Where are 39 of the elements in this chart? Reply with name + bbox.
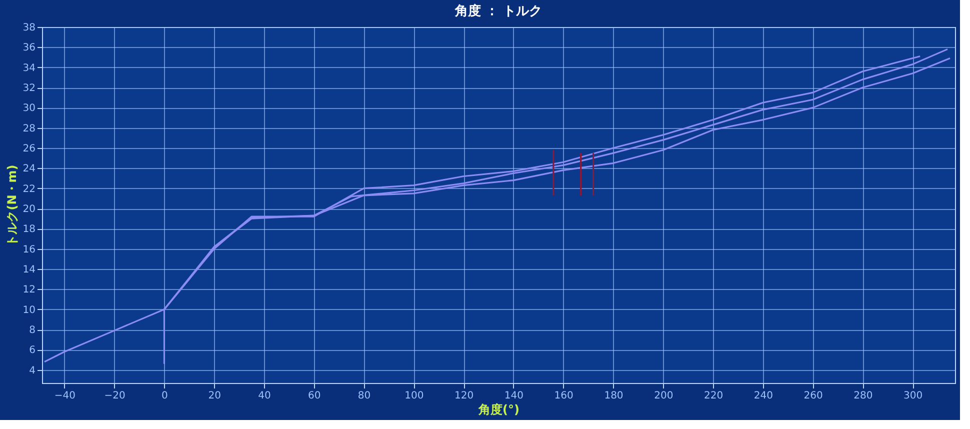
y-tick-label: 6	[29, 345, 36, 356]
x-tick-label: 180	[604, 390, 624, 402]
x-tick-label: −40	[54, 390, 76, 402]
x-tick-label: 260	[804, 390, 823, 402]
y-tick-label: 20	[22, 204, 36, 216]
y-tick-label: 34	[22, 62, 36, 74]
x-tick-label: 240	[754, 390, 773, 402]
y-tick-label: 38	[22, 22, 36, 34]
x-tick-label: 120	[454, 390, 474, 402]
x-tick-label: 20	[208, 390, 221, 402]
x-tick-label: 200	[654, 390, 674, 402]
x-axis-title: 角度(°)	[478, 402, 520, 416]
x-tick-label: 220	[704, 390, 724, 402]
y-tick-label: 4	[29, 365, 36, 376]
x-tick-label: 280	[854, 390, 873, 402]
x-tick-label: 160	[554, 390, 574, 402]
y-tick-label: 12	[22, 284, 36, 296]
x-tick-label: 40	[258, 390, 271, 402]
x-tick-label: −20	[104, 390, 126, 402]
x-tick-label: 100	[404, 390, 424, 402]
y-tick-label: 14	[22, 264, 36, 276]
y-tick-label: 36	[22, 42, 36, 54]
y-tick-label: 8	[29, 325, 36, 336]
x-tick-label: 80	[358, 390, 371, 402]
y-tick-label: 10	[22, 304, 36, 316]
y-tick-label: 26	[22, 144, 36, 155]
y-tick-label: 28	[22, 123, 36, 134]
y-tick-label: 18	[22, 224, 36, 236]
y-axis-title: トルク(N・m)	[4, 164, 19, 246]
x-tick-label: 300	[904, 390, 923, 402]
x-tick-label: 0	[162, 390, 168, 402]
y-tick-label: 16	[22, 244, 36, 256]
y-tick-label: 32	[22, 83, 36, 94]
chart-title: 角度 ： トルク	[454, 3, 542, 19]
y-tick-label: 22	[22, 184, 36, 195]
y-tick-label: 30	[22, 103, 36, 114]
x-tick-label: 140	[504, 390, 524, 402]
y-tick-label: 24	[22, 164, 36, 175]
x-tick-label: 60	[308, 390, 321, 402]
